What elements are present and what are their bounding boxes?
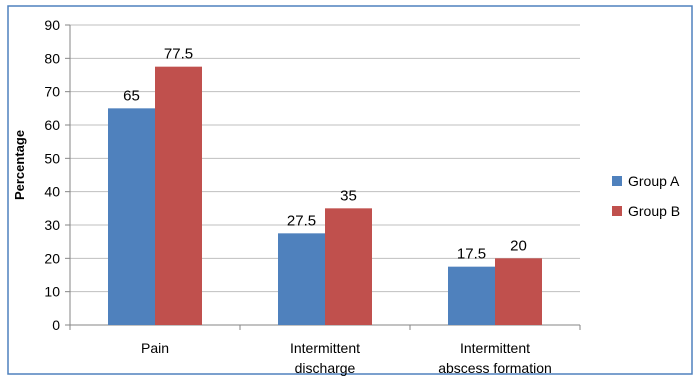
bar-group-b xyxy=(325,208,372,325)
y-tick-label: 0 xyxy=(52,317,60,333)
data-label: 35 xyxy=(340,187,357,204)
x-tick-label: Pain xyxy=(141,340,169,356)
bar-group-a xyxy=(448,266,495,325)
bar-group-b xyxy=(155,66,202,326)
y-tick-label: 60 xyxy=(44,117,60,133)
legend-swatch xyxy=(612,206,622,216)
x-tick-label: Intermittent xyxy=(460,340,530,356)
data-label: 20 xyxy=(510,237,527,254)
y-axis-label: Percentage xyxy=(12,130,27,200)
y-tick-label: 40 xyxy=(44,184,60,200)
bar-group-b xyxy=(495,258,542,325)
data-label: 27.5 xyxy=(287,212,316,229)
y-tick-label: 70 xyxy=(44,84,60,100)
x-tick-label: discharge xyxy=(295,360,356,376)
legend: Group A Group B xyxy=(612,173,680,219)
bar-group-a xyxy=(278,233,325,325)
data-label: 65 xyxy=(123,87,140,104)
data-label: 17.5 xyxy=(457,246,486,263)
data-labels: 65 77.5 27.5 35 17.5 20 xyxy=(123,46,527,263)
y-tick-label: 30 xyxy=(44,217,60,233)
y-tick-label: 20 xyxy=(44,250,60,266)
y-tick-label: 50 xyxy=(44,150,60,166)
legend-label: Group B xyxy=(628,203,680,219)
bars xyxy=(108,66,542,326)
x-tick-label: Intermittent xyxy=(290,340,360,356)
legend-swatch xyxy=(612,176,622,186)
x-tick-label: abscess formation xyxy=(438,360,552,376)
y-tick-label: 80 xyxy=(44,50,60,66)
bar-group-a xyxy=(108,108,155,325)
y-tick-label: 90 xyxy=(44,17,60,33)
y-tick-label: 10 xyxy=(44,284,60,300)
tick-labels: 0 10 20 30 40 50 60 70 80 90 Pain Intermittent disch… xyxy=(44,17,551,376)
legend-label: Group A xyxy=(628,173,680,189)
data-label: 77.5 xyxy=(164,46,193,63)
